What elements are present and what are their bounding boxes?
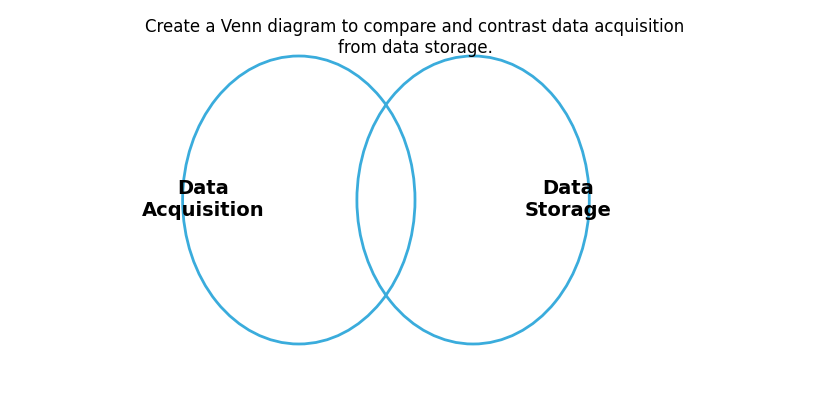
Text: Data
Acquisition: Data Acquisition xyxy=(142,180,265,220)
Text: Create a Venn diagram to compare and contrast data acquisition
from data storage: Create a Venn diagram to compare and con… xyxy=(145,18,685,57)
Text: Data
Storage: Data Storage xyxy=(525,180,612,220)
